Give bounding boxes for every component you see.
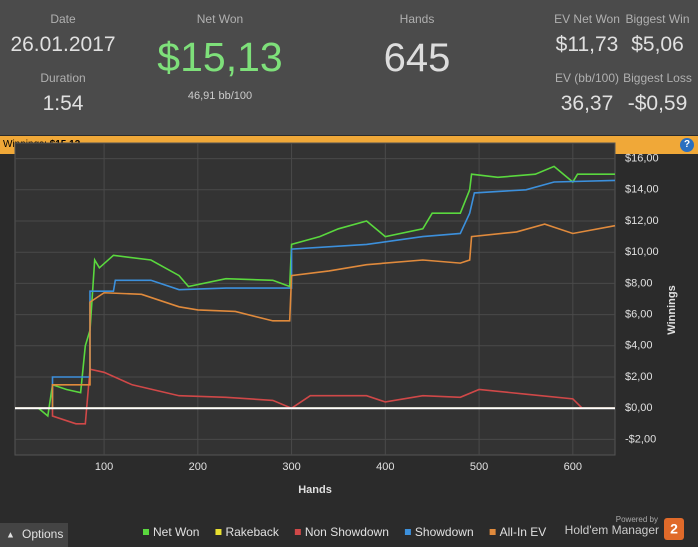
net-won: $15,13 [157,34,283,80]
series-line [15,165,615,418]
legend-label: All-In EV [500,525,547,539]
y-axis-label: Winnings [666,285,678,334]
x-axis-label: Hands [298,484,332,496]
y-tick-label: $12,00 [625,215,659,227]
ev-bb100-label: EV (bb/100) [554,71,620,85]
x-tick-label: 100 [95,461,113,473]
y-tick-label: $0,00 [625,402,653,414]
biggest-loss: -$0,59 [627,92,688,115]
legend-label: Showdown [415,525,474,539]
y-tick-label: $14,00 [625,184,659,196]
header: Date 26.01.2017 Duration 1:54 Net Won $1… [0,0,698,135]
legend-swatch [215,529,222,535]
series-line [15,368,615,425]
series-line [15,223,616,409]
y-tick-label: -$2,00 [625,433,656,445]
plot-area [14,142,616,456]
duration: 1:54 [42,92,84,115]
powered-by: Powered by [616,515,658,524]
x-tick-label: 500 [470,461,488,473]
y-tick-label: $4,00 [625,340,653,352]
legend-swatch [143,529,149,535]
x-tick-label: 400 [376,461,394,473]
duration-label: Duration [40,71,86,85]
legend-label: Net Won [153,525,199,539]
ev-bb100: 36,37 [560,92,614,115]
hands-label: Hands [399,12,435,26]
y-tick-label: $6,00 [625,309,653,321]
help-button[interactable]: ? [680,138,694,152]
brand: Hold'em Manager [565,523,659,537]
legend-swatch [404,529,411,535]
brand-badge-text: 2 [670,521,678,537]
biggest-win: $5,06 [631,33,684,56]
y-tick-label: $2,00 [625,371,653,383]
bb100: 46,91 bb/100 [187,90,253,102]
date: 26.01.2017 [10,33,116,56]
options-arrow: ▲ [6,529,15,539]
options-button[interactable] [0,523,68,547]
date-label: Date [50,12,76,26]
legend-label: Non Showdown [305,525,389,539]
hands: 645 [383,36,451,80]
legend-label: Rakeback [225,525,279,539]
x-tick-label: 200 [189,461,207,473]
net-won-label: Net Won [196,12,244,26]
brand-badge [664,518,684,540]
biggest-loss-label: Biggest Loss [623,71,692,85]
biggest-win-label: Biggest Win [625,12,690,26]
x-tick-label: 300 [282,461,300,473]
x-tick-label: 600 [564,461,582,473]
legend-swatch [489,529,496,535]
y-tick-label: $8,00 [625,277,653,289]
ev-net-won-label: EV Net Won [554,12,620,26]
y-tick-label: $10,00 [625,246,659,258]
ev-net-won: $11,73 [555,33,619,56]
legend-swatch [294,529,301,535]
options-text[interactable]: Options [22,527,63,541]
y-tick-label: $16,00 [625,153,659,165]
